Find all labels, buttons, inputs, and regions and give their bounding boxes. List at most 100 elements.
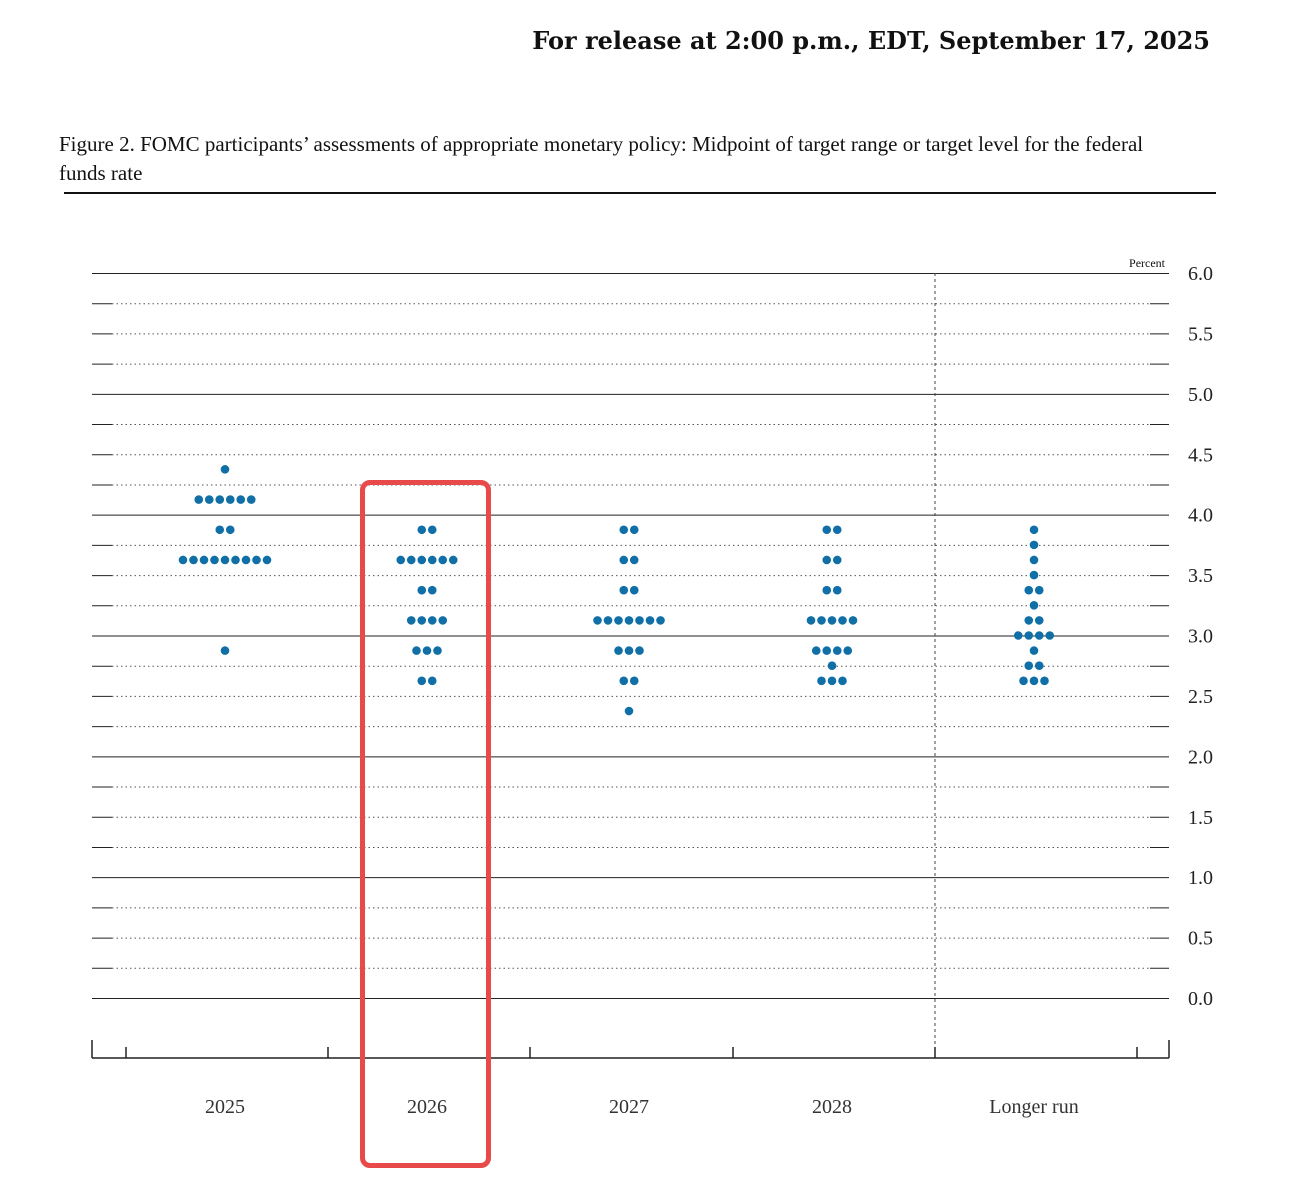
dot-2025 (210, 555, 219, 565)
dot-2028 (822, 585, 832, 595)
dot-longer-run (1029, 570, 1039, 580)
dot-2028 (832, 646, 842, 655)
dot-2028 (822, 555, 832, 565)
dot-2027 (619, 676, 629, 686)
x-tick-label: 2027 (609, 1096, 649, 1118)
dot-longer-run (1029, 555, 1039, 565)
dot-longer-run (1045, 631, 1055, 640)
y-axis-label: Percent (1129, 256, 1166, 270)
dot-2027 (629, 555, 639, 565)
dot-2027 (614, 616, 623, 625)
y-tick-label: 2.5 (1188, 686, 1213, 708)
dot-2027 (603, 616, 613, 625)
x-tick-label: Longer run (989, 1096, 1078, 1118)
y-tick-label: 1.5 (1188, 807, 1213, 829)
figure-title: Figure 2. FOMC participants’ assessments… (59, 132, 1144, 185)
dot-2025 (236, 495, 246, 504)
dot-2028 (838, 676, 847, 686)
release-date: For release at 2:00 p.m., EDT, September… (532, 26, 1210, 55)
dot-2026 (433, 646, 442, 655)
dot-2028 (817, 616, 826, 625)
dot-2025 (231, 555, 240, 565)
dot-2028 (827, 661, 837, 671)
dot-2025 (199, 555, 209, 565)
dot-2026 (448, 555, 458, 565)
dot-2025 (241, 555, 251, 565)
dot-2027 (614, 646, 623, 655)
y-tick-label: 1.0 (1188, 867, 1213, 889)
dot-longer-run (1034, 585, 1044, 595)
y-tick-label: 5.0 (1188, 384, 1213, 406)
dot-2027 (619, 585, 629, 595)
dot-2025 (246, 495, 256, 504)
dot-2028 (827, 676, 837, 686)
dot-2028 (838, 616, 847, 625)
dot-2026 (427, 585, 437, 595)
dot-2028 (817, 676, 826, 686)
dot-2026 (438, 616, 448, 625)
dot-longer-run (1029, 600, 1039, 610)
y-tick-label: 4.5 (1188, 444, 1213, 466)
y-tick-label: 3.5 (1188, 565, 1213, 587)
dot-2027 (645, 616, 655, 625)
dot-2026 (417, 676, 427, 686)
x-tick-label: 2026 (407, 1096, 447, 1118)
dot-2026 (406, 616, 416, 625)
dot-2026 (417, 585, 427, 595)
dot-longer-run (1024, 616, 1034, 625)
title-rule (64, 192, 1216, 194)
dot-2025 (220, 646, 230, 655)
dot-2027 (635, 616, 644, 625)
dot-longer-run (1013, 631, 1023, 640)
dot-2026 (396, 555, 406, 565)
dot-2027 (593, 616, 602, 625)
dot-2025 (220, 465, 230, 474)
dot-2026 (427, 616, 437, 625)
dot-2028 (806, 616, 816, 625)
dot-2025 (189, 555, 198, 565)
y-tick-label: 3.0 (1188, 626, 1213, 648)
x-tick-label: 2025 (205, 1096, 245, 1118)
dot-longer-run (1040, 676, 1049, 686)
y-tick-label: 0.5 (1188, 928, 1213, 950)
dot-2028 (811, 646, 821, 655)
dot-longer-run (1034, 661, 1044, 671)
dot-longer-run (1024, 661, 1034, 671)
dot-2025 (204, 495, 214, 504)
dot-longer-run (1029, 540, 1039, 550)
dot-longer-run (1034, 631, 1044, 640)
y-tick-label: 2.0 (1188, 746, 1213, 768)
dot-2028 (827, 616, 837, 625)
dot-longer-run (1029, 646, 1039, 655)
dot-longer-run (1029, 525, 1039, 535)
dot-2026 (422, 646, 432, 655)
dot-longer-run (1024, 631, 1034, 640)
dot-longer-run (1024, 585, 1034, 595)
dot-2027 (629, 676, 639, 686)
dot-2025 (215, 525, 225, 535)
dot-longer-run (1034, 616, 1044, 625)
dot-2026 (417, 555, 427, 565)
dot-2025 (194, 495, 204, 504)
dot-2028 (832, 525, 842, 535)
dot-2025 (225, 525, 235, 535)
dot-2026 (406, 555, 416, 565)
dot-2026 (427, 525, 437, 535)
y-tick-label: 4.0 (1188, 505, 1213, 527)
dot-longer-run (1019, 676, 1028, 686)
dot-2026 (412, 646, 421, 655)
dot-2026 (417, 616, 427, 625)
dot-2027 (629, 585, 639, 595)
dot-2026 (438, 555, 448, 565)
y-tick-label: 0.0 (1188, 988, 1213, 1010)
dot-2028 (832, 585, 842, 595)
dot-2028 (848, 616, 858, 625)
x-tick-label: 2028 (812, 1096, 852, 1118)
dot-2027 (624, 706, 634, 716)
dot-2027 (619, 555, 629, 565)
dot-2026 (427, 676, 437, 686)
highlight-box-2026 (360, 480, 491, 1168)
dot-2025 (252, 555, 261, 565)
dot-2027 (624, 646, 634, 655)
